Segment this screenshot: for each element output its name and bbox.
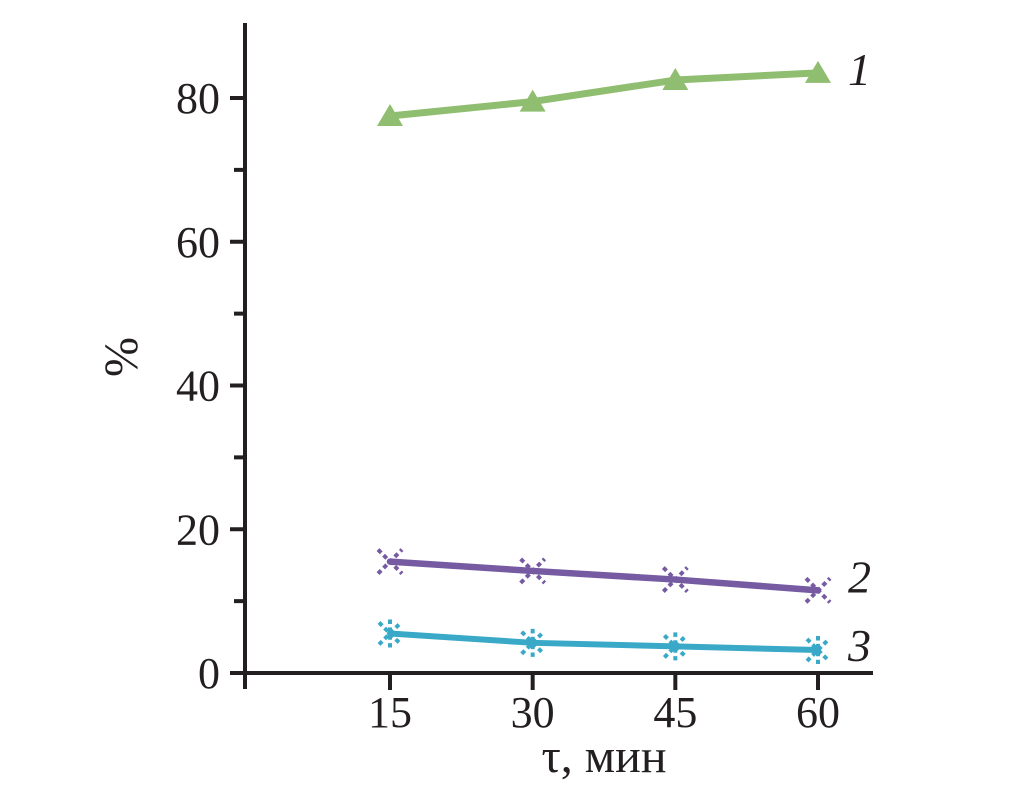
x-tick-label: 45: [653, 688, 697, 737]
y-tick-label: 80: [176, 74, 220, 123]
series-2-marker: [519, 557, 547, 585]
y-tick-label: 60: [176, 218, 220, 267]
series-3-marker: [805, 637, 831, 663]
series-1-line: [386, 69, 822, 120]
y-tick-label: 20: [176, 505, 220, 554]
series-1-marker: [662, 68, 689, 91]
series-2-marker: [376, 548, 404, 576]
series-label-2: 2: [848, 551, 871, 602]
series-3-line: [387, 630, 821, 653]
series-2-marker: [661, 566, 689, 593]
series-label-1: 1: [848, 44, 871, 95]
y-axis-title: %: [95, 337, 148, 377]
series-2-line: [386, 558, 822, 594]
series-2-marker: [804, 576, 832, 604]
x-tick-label: 30: [511, 688, 555, 737]
y-tick-label: 0: [198, 649, 220, 698]
series-3-marker: [520, 630, 546, 656]
series-1-marker: [805, 60, 831, 83]
y-tick-label: 40: [176, 362, 220, 411]
series-1-marker: [377, 103, 403, 126]
x-axis-title: τ, мин: [541, 730, 667, 783]
series-3-marker: [662, 633, 688, 659]
series-3-marker: [377, 621, 403, 646]
series-1-marker: [519, 89, 546, 112]
series-label-3: 3: [847, 620, 871, 671]
x-tick-label: 60: [796, 688, 840, 737]
series-3-marker: [520, 630, 546, 656]
series-3-marker: [662, 633, 688, 659]
series-3-marker: [805, 637, 831, 663]
series-3-marker: [377, 621, 403, 646]
x-tick-label: 15: [368, 688, 412, 737]
